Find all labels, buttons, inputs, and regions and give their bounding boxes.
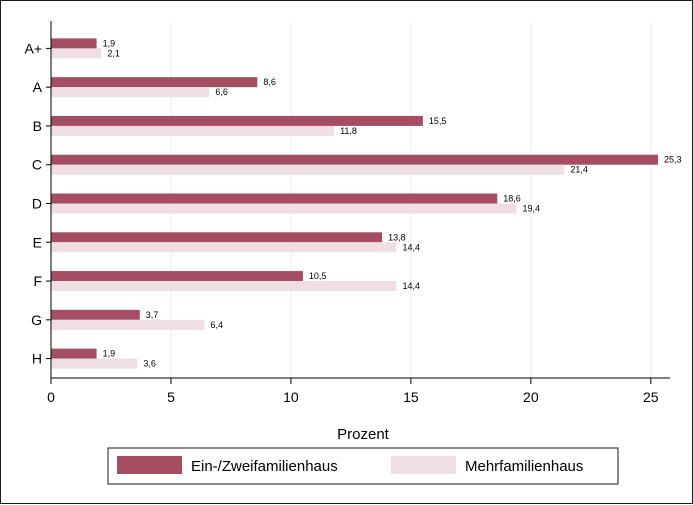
x-tick-label: 25	[643, 389, 659, 405]
data-label: 14,4	[402, 281, 420, 291]
x-tick-label: 20	[523, 389, 539, 405]
data-label: 14,4	[402, 242, 420, 252]
data-label: 1,9	[103, 349, 116, 359]
y-tick-label: B	[33, 118, 42, 134]
data-label: 2,1	[107, 48, 120, 58]
bar-mehrfamilienhaus-d	[51, 203, 517, 214]
data-label: 15,5	[429, 116, 447, 126]
bar-mehrfamilienhaus-h	[51, 358, 138, 369]
bar-ein-zweifamilienhaus-a	[51, 77, 258, 88]
bar-mehrfamilienhaus-f	[51, 281, 397, 292]
x-axis-title: Prozent	[337, 426, 390, 443]
x-tick-label: 5	[167, 389, 175, 405]
data-label: 11,8	[340, 126, 357, 136]
data-label: 1,9	[103, 38, 116, 48]
data-label: 25,3	[664, 155, 682, 165]
data-label: 13,8	[388, 232, 406, 242]
y-tick-label: C	[32, 157, 42, 173]
legend-label-mehrfamilienhaus: Mehrfamilienhaus	[465, 458, 583, 475]
bar-ein-zweifamilienhaus-d	[51, 193, 498, 204]
data-label: 19,4	[522, 204, 540, 214]
y-tick-label: H	[32, 351, 42, 367]
bar-mehrfamilienhaus-a	[51, 87, 210, 98]
y-tick-label: A+	[24, 40, 42, 56]
y-tick-label: A	[33, 79, 43, 95]
data-label: 18,6	[503, 194, 521, 204]
bar-mehrfamilienhaus-b	[51, 125, 335, 136]
bar-ein-zweifamilienhaus-c	[51, 154, 659, 165]
legend-label-ein-zweifamilienhaus: Ein-/Zweifamilienhaus	[191, 458, 338, 475]
bar-ein-zweifamilienhaus-f	[51, 271, 303, 282]
data-label: 3,6	[143, 359, 156, 369]
y-tick-label: F	[33, 273, 42, 289]
data-label: 10,5	[309, 271, 327, 281]
bar-ein-zweifamilienhaus-aplus	[51, 38, 97, 49]
data-label: 6,4	[211, 320, 224, 330]
legend: Ein-/Zweifamilienhaus Mehrfamilienhaus	[107, 447, 619, 485]
bar-ein-zweifamilienhaus-h	[51, 348, 97, 359]
legend-swatch-ein-zweifamilienhaus	[117, 456, 182, 474]
bar-mehrfamilienhaus-aplus	[51, 48, 102, 59]
bar-ein-zweifamilienhaus-b	[51, 115, 423, 126]
y-tick-label: G	[31, 312, 42, 328]
y-tick-label: E	[33, 234, 42, 250]
bar-mehrfamilienhaus-g	[51, 319, 205, 330]
data-label: 6,6	[215, 87, 228, 97]
bar-ein-zweifamilienhaus-e	[51, 232, 383, 243]
legend-swatch-mehrfamilienhaus	[391, 456, 456, 474]
x-tick-label: 15	[403, 389, 419, 405]
legend-box	[107, 447, 619, 485]
x-tick-label: 0	[47, 389, 55, 405]
x-tick-label: 10	[283, 389, 299, 405]
bar-ein-zweifamilienhaus-g	[51, 309, 140, 320]
y-tick-label: D	[32, 196, 42, 212]
data-label: 3,7	[146, 310, 159, 320]
bar-mehrfamilienhaus-c	[51, 164, 565, 175]
data-label: 8,6	[263, 77, 276, 87]
data-label: 21,4	[570, 165, 588, 175]
bars: 1,92,18,66,615,511,825,321,418,619,413,8…	[51, 38, 682, 369]
bar-mehrfamilienhaus-e	[51, 242, 397, 253]
axes: Prozent A+ A B C D E F G H 0 5 10 15 20 25	[24, 21, 670, 443]
